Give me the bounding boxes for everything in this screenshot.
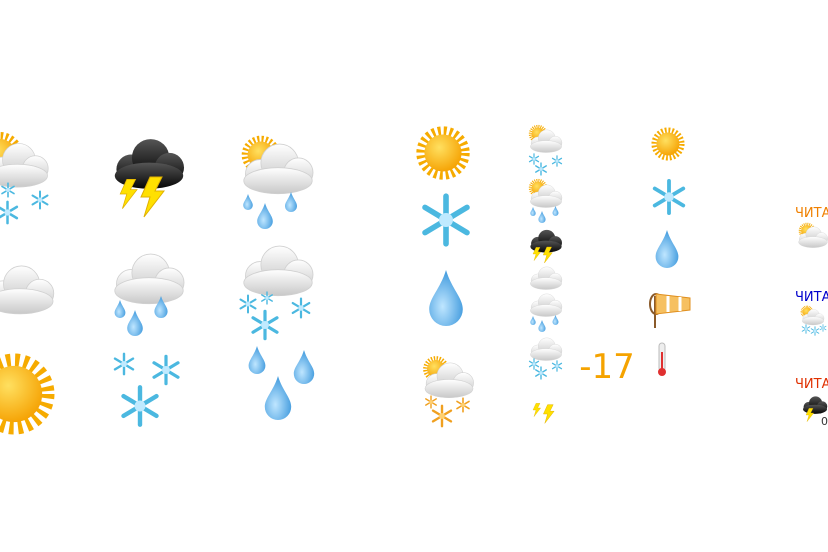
rain-icon [243,194,253,210]
snow-icon [801,324,811,334]
snow-icon [425,395,437,409]
temperature: -17 [579,347,635,387]
city-label: ЧИТА [795,206,828,221]
snow-icon [456,397,470,413]
sun-icon [0,361,47,428]
snow-icon [31,190,49,210]
rain-icon [552,315,559,325]
sun-icon [421,131,465,175]
windsock-icon [649,293,691,328]
city-label: ЧИТА [795,377,828,392]
rain-icon [257,203,273,229]
rain-icon [285,192,297,212]
rain-icon [127,310,143,336]
snow-icon [291,297,311,319]
snow-icon [425,196,467,244]
snow-icon [0,200,19,225]
cloud-icon [243,245,314,297]
cloud-icon [530,266,563,290]
snow-icon [239,294,257,314]
snow-icon [124,387,157,424]
rain-icon [538,320,546,332]
city-label: ЧИТА [795,290,828,305]
rain-icon [429,270,463,326]
snow-icon [819,324,827,332]
cloud-icon [0,265,55,315]
rain-icon [538,211,546,223]
cloud-icon [530,337,563,361]
rain-icon [655,230,679,268]
rain-icon [530,207,536,216]
snow-icon [551,360,563,372]
snow-icon [652,178,686,216]
icon-column [239,139,315,420]
snow-icon [535,366,547,380]
sun-icon [654,130,681,157]
snow-icon [152,354,180,386]
rain-icon [530,316,536,325]
icon-column [0,136,54,427]
snow-icon [810,326,820,336]
rain-icon [248,346,266,374]
lightning-icon [532,403,541,417]
snow-icon [528,358,540,370]
icon-column: -17 [579,130,691,387]
cloud-icon [530,293,563,317]
icon-column [421,131,474,428]
lightning-icon [543,404,555,424]
cloud-icon [114,253,185,305]
snow-icon [535,162,547,176]
rain-icon [114,300,126,318]
thermometer-icon [658,342,666,376]
snow-icon [113,352,135,376]
rain-icon [264,376,292,420]
rain-icon [552,206,559,216]
snow-icon [431,404,453,428]
cloud-icon [0,143,49,188]
snow-icon [528,153,540,165]
snow-icon [251,309,279,341]
rain-icon [293,350,315,384]
widget-column: ЧИТА ЧИТА ЧИТА 0 [795,206,828,428]
storm-cloud-icon [803,396,828,414]
icon-column [528,124,563,424]
icon-column [113,139,185,425]
reading: 0 [821,415,828,428]
snow-icon [551,155,563,167]
